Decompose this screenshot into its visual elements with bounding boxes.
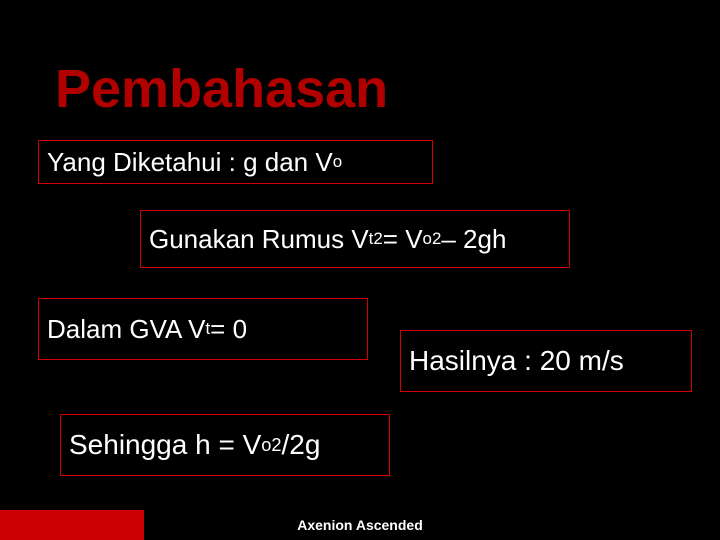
footer-bar: Axenion Ascended: [0, 510, 720, 540]
box-result: Hasilnya : 20 m/s: [400, 330, 692, 392]
box-gva-condition: Dalam GVA Vt = 0: [38, 298, 368, 360]
footer-text: Axenion Ascended: [0, 517, 720, 533]
box-height-formula: Sehingga h = Vo2/2g: [60, 414, 390, 476]
box-formula: Gunakan Rumus Vt2 = Vo2 – 2gh: [140, 210, 570, 268]
box-known-values: Yang Diketahui : g dan Vo: [38, 140, 433, 184]
slide-title: Pembahasan: [55, 58, 388, 120]
